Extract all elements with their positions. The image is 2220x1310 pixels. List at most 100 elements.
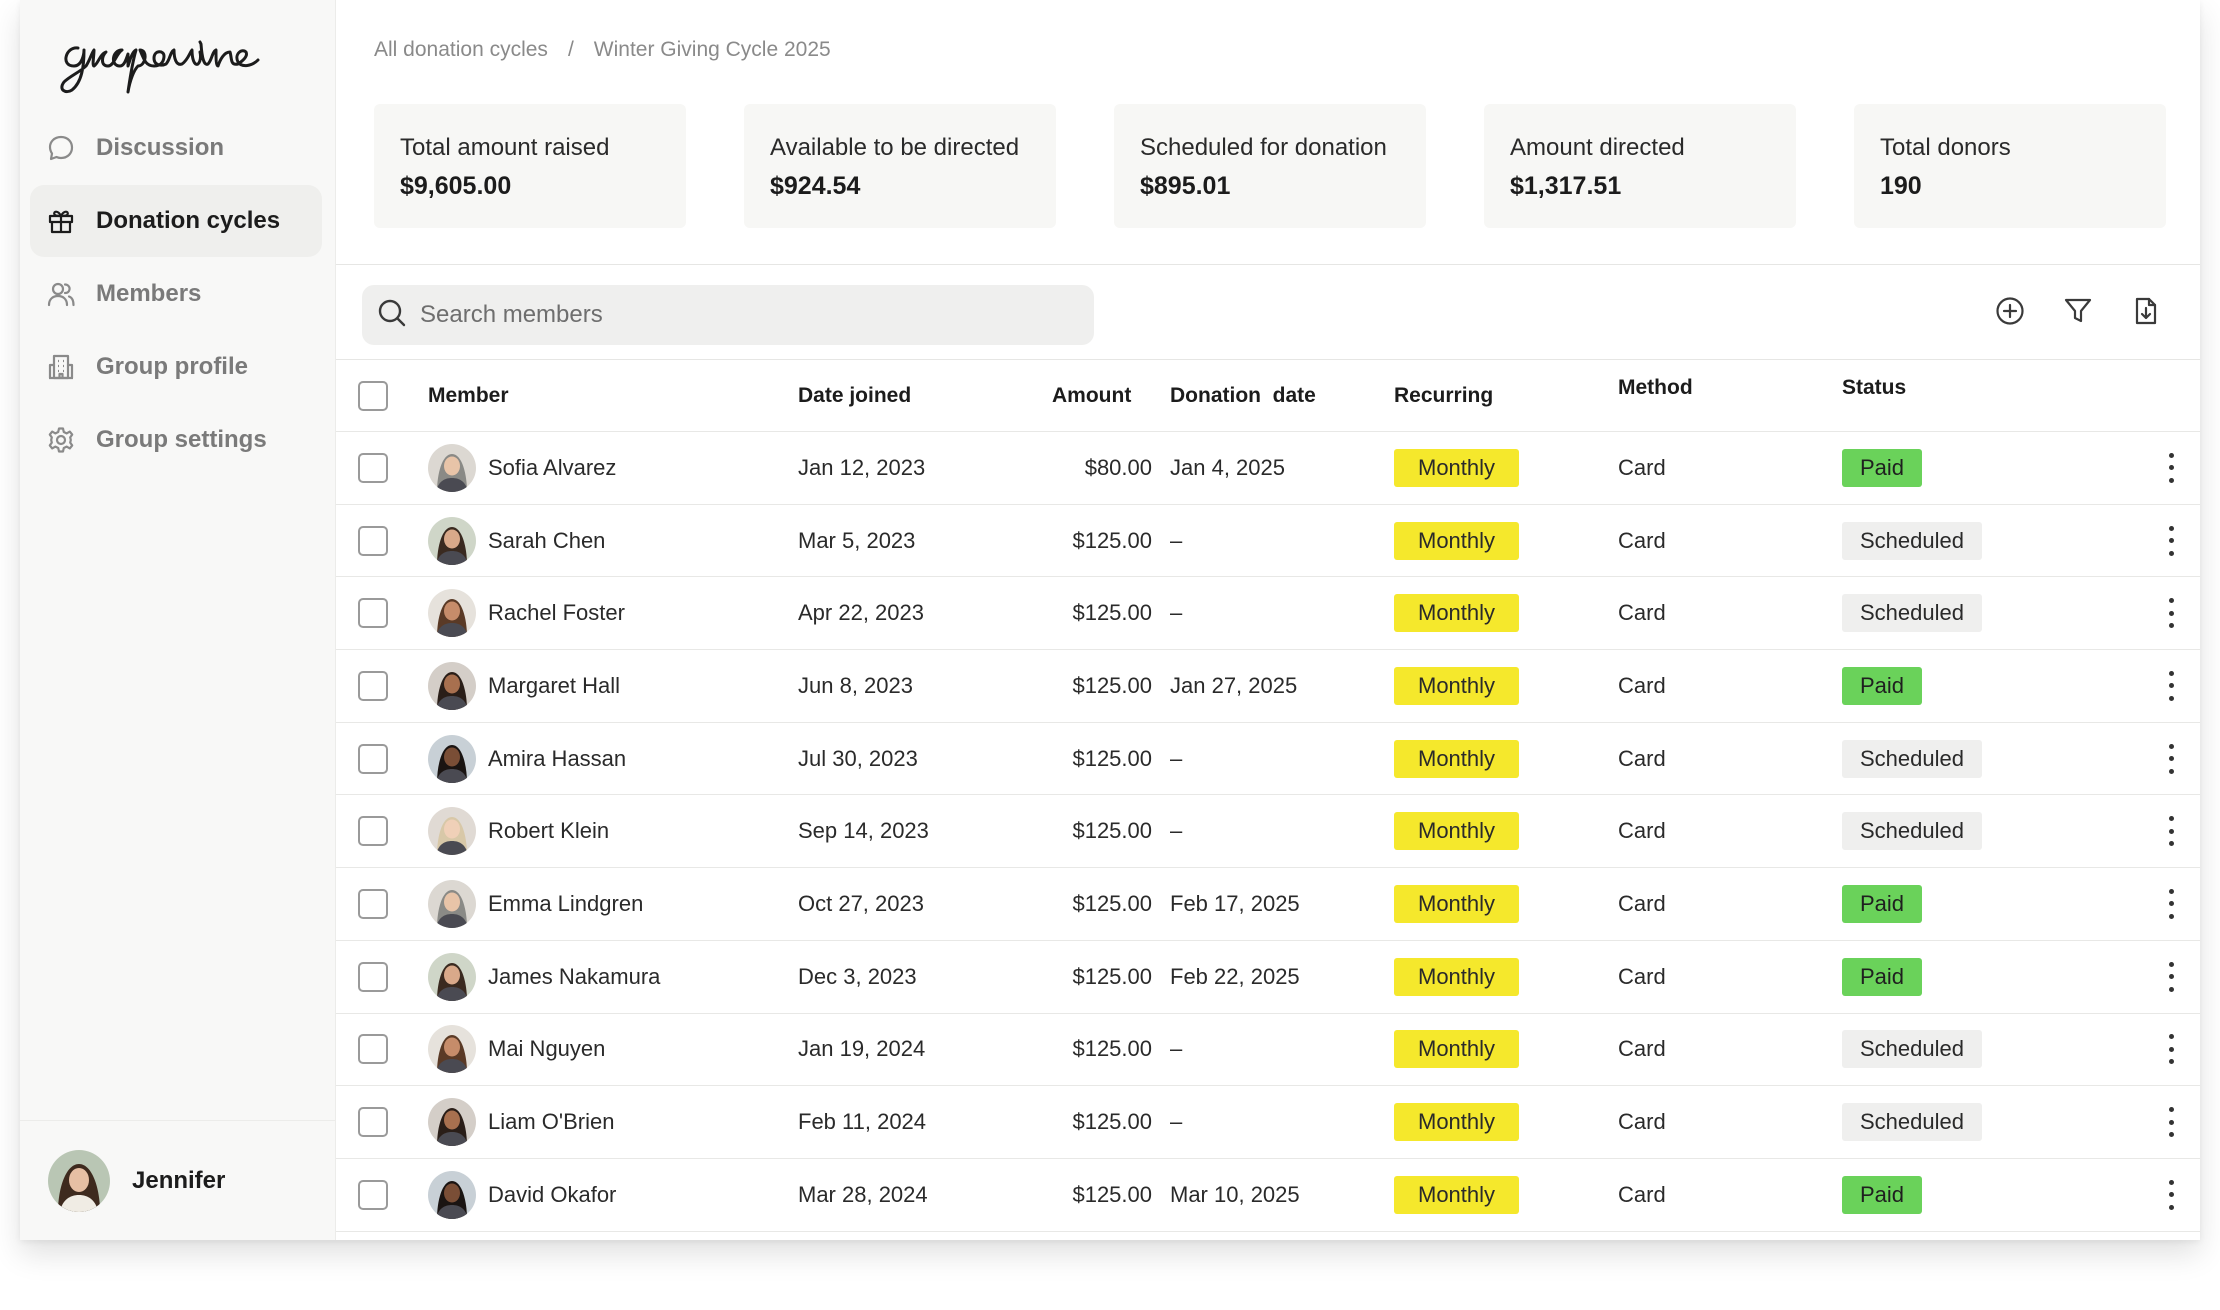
date-joined: Jan 12, 2023 — [798, 454, 926, 480]
add-circle-icon[interactable] — [1994, 295, 2026, 327]
gift-icon — [46, 206, 76, 236]
status-badge: Paid — [1842, 448, 1923, 487]
column-header-recurring[interactable]: Recurring — [1394, 383, 1494, 407]
amount: $125.00 — [1072, 890, 1152, 916]
column-header-member[interactable]: Member — [428, 383, 509, 407]
sidebar-item-label: Donation cycles — [96, 207, 281, 234]
member-cell: Amira Hassan — [428, 723, 626, 795]
column-header-date-joined[interactable]: Date joined — [798, 383, 912, 407]
more-vertical-icon[interactable] — [2166, 1107, 2176, 1138]
member-name[interactable]: Liam O'Brien — [488, 1109, 615, 1135]
row-checkbox[interactable] — [358, 743, 388, 774]
chat-bubble-icon — [46, 133, 76, 163]
status-cell: Scheduled — [1842, 1014, 1982, 1086]
member-name[interactable]: Sofia Alvarez — [488, 454, 617, 480]
stat-total-donors: Total donors 190 — [1854, 104, 2166, 228]
payment-method: Card — [1618, 818, 1666, 844]
member-name[interactable]: Emma Lindgren — [488, 890, 644, 916]
more-vertical-icon[interactable] — [2166, 1179, 2176, 1210]
member-cell: Mai Nguyen — [428, 1014, 605, 1086]
table-row[interactable]: Margaret Hall Jun 8, 2023 $125.00 Jan 27… — [336, 650, 2200, 723]
filter-icon[interactable] — [2062, 295, 2094, 327]
more-vertical-icon[interactable] — [2166, 1034, 2176, 1065]
row-checkbox[interactable] — [358, 598, 388, 629]
status-badge: Scheduled — [1842, 739, 1982, 778]
more-vertical-icon[interactable] — [2166, 452, 2176, 483]
date-joined: Feb 11, 2024 — [798, 1109, 927, 1135]
select-all-checkbox[interactable] — [358, 380, 388, 411]
more-vertical-icon[interactable] — [2166, 816, 2176, 847]
recurring-badge: Monthly — [1394, 884, 1520, 923]
table-row[interactable]: Mai Nguyen Jan 19, 2024 $125.00 – Monthl… — [336, 1014, 2200, 1087]
more-vertical-icon[interactable] — [2166, 598, 2176, 629]
column-header-method[interactable]: Method — [1618, 376, 1693, 399]
breadcrumb-root-link[interactable]: All donation cycles — [374, 38, 548, 61]
donation-date: – — [1170, 1036, 1183, 1062]
table-row[interactable]: James Nakamura Dec 3, 2023 $125.00 Feb 2… — [336, 941, 2200, 1014]
member-name[interactable]: Mai Nguyen — [488, 1036, 606, 1062]
table-row[interactable]: Emma Lindgren Oct 27, 2023 $125.00 Feb 1… — [336, 868, 2200, 941]
row-checkbox[interactable] — [358, 816, 388, 847]
member-name[interactable]: David Okafor — [488, 1181, 617, 1207]
member-name[interactable]: Amira Hassan — [488, 745, 627, 771]
row-actions-cell — [2166, 505, 2176, 577]
table-row[interactable]: Sofia Alvarez Jan 12, 2023 $80.00 Jan 4,… — [336, 432, 2200, 505]
row-checkbox[interactable] — [358, 1107, 388, 1138]
payment-method: Card — [1618, 1036, 1666, 1062]
member-name[interactable]: Robert Klein — [488, 818, 610, 844]
users-icon — [46, 279, 76, 309]
sidebar-item-discussion[interactable]: Discussion — [30, 112, 322, 184]
sidebar-item-group-settings[interactable]: Group settings — [30, 404, 322, 476]
status-cell: Scheduled — [1842, 795, 1982, 867]
row-actions-cell — [2166, 941, 2176, 1013]
user-name: Jennifer — [132, 1166, 226, 1194]
member-name[interactable]: James Nakamura — [488, 963, 661, 989]
member-name[interactable]: Margaret Hall — [488, 672, 621, 698]
current-user[interactable]: Jennifer — [20, 1120, 336, 1240]
row-actions-cell — [2166, 1014, 2176, 1086]
donation-date: – — [1170, 527, 1183, 553]
row-checkbox[interactable] — [358, 961, 388, 992]
table-row[interactable]: Rachel Foster Apr 22, 2023 $125.00 – Mon… — [336, 577, 2200, 651]
column-header-status[interactable]: Status — [1842, 376, 1907, 399]
column-header-donation-date[interactable]: Donation date — [1170, 383, 1316, 407]
table-row[interactable]: Robert Klein Sep 14, 2023 $125.00 – Mont… — [336, 795, 2200, 869]
table-row[interactable]: Sarah Chen Mar 5, 2023 $125.00 – Monthly… — [336, 505, 2200, 578]
more-vertical-icon[interactable] — [2166, 743, 2176, 774]
member-cell: Rachel Foster — [428, 577, 625, 649]
table-row[interactable]: Amira Hassan Jul 30, 2023 $125.00 – Mont… — [336, 723, 2200, 796]
recurring-cell: Monthly — [1394, 795, 1520, 867]
date-joined: Dec 3, 2023 — [798, 963, 917, 989]
row-checkbox[interactable] — [358, 1034, 388, 1065]
table-row[interactable]: Liam O'Brien Feb 11, 2024 $125.00 – Mont… — [336, 1086, 2200, 1159]
member-avatar — [428, 879, 476, 928]
row-checkbox[interactable] — [358, 888, 388, 919]
table-row[interactable]: David Okafor Mar 28, 2024 $125.00 Mar 10… — [336, 1159, 2200, 1232]
member-name[interactable]: Rachel Foster — [488, 600, 625, 626]
row-checkbox[interactable] — [358, 670, 388, 701]
more-vertical-icon[interactable] — [2166, 961, 2176, 992]
row-actions-cell — [2166, 795, 2176, 867]
sidebar-item-label: Members — [96, 280, 202, 307]
more-vertical-icon[interactable] — [2166, 525, 2176, 556]
row-checkbox[interactable] — [358, 452, 388, 483]
recurring-badge: Monthly — [1394, 666, 1520, 705]
more-vertical-icon[interactable] — [2166, 670, 2176, 701]
payment-method: Card — [1618, 672, 1666, 698]
row-checkbox[interactable] — [358, 525, 388, 556]
sidebar-item-donation-cycles[interactable]: Donation cycles — [30, 185, 322, 257]
export-icon[interactable] — [2130, 295, 2162, 327]
sidebar-item-group-profile[interactable]: Group profile — [30, 331, 322, 403]
breadcrumb: All donation cycles / Winter Giving Cycl… — [374, 38, 831, 62]
sidebar-item-members[interactable]: Members — [30, 258, 322, 330]
search-input[interactable] — [420, 301, 1020, 329]
table-header-row: Member Date joined Amount Donation date … — [336, 360, 2200, 432]
table-body: Sofia Alvarez Jan 12, 2023 $80.00 Jan 4,… — [336, 432, 2200, 1232]
member-cell: Emma Lindgren — [428, 868, 643, 940]
grapevine-logo[interactable] — [48, 20, 288, 100]
more-vertical-icon[interactable] — [2166, 888, 2176, 919]
row-checkbox[interactable] — [358, 1179, 388, 1210]
member-name[interactable]: Sarah Chen — [488, 527, 606, 553]
column-header-amount[interactable]: Amount — [1052, 383, 1132, 407]
row-select-cell — [358, 795, 388, 867]
